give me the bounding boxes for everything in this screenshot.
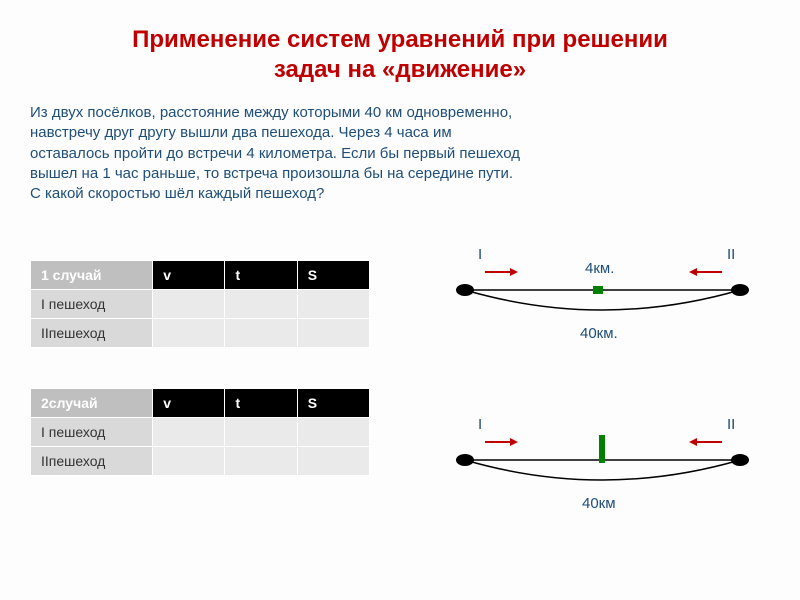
diagram-case-1: I II 4км. 40км. xyxy=(450,250,770,380)
cell xyxy=(225,418,297,447)
total-distance-label: 40км xyxy=(582,495,616,512)
table-row: I пешеход xyxy=(31,290,370,319)
table-case-1: 1 случай v t S I пешеход IIпешеход xyxy=(30,260,370,348)
label-roman-2: II xyxy=(727,246,735,263)
cell xyxy=(153,290,225,319)
cell xyxy=(225,447,297,476)
tables-container: 1 случай v t S I пешеход IIпешеход 2случ… xyxy=(30,260,390,516)
mid-distance-label: 4км. xyxy=(585,260,614,277)
point-right xyxy=(731,454,749,466)
diagram-case-2: I II 40км xyxy=(450,420,770,550)
col-t: t xyxy=(225,389,297,418)
point-left xyxy=(456,454,474,466)
mid-marker xyxy=(599,435,605,463)
table-row: IIпешеход xyxy=(31,319,370,348)
problem-l1: Из двух посёлков, расстояние между котор… xyxy=(30,104,512,121)
case2-header: 2случай xyxy=(31,389,153,418)
total-distance-label: 40км. xyxy=(580,325,618,342)
label-roman-2: II xyxy=(727,416,735,433)
mid-tick xyxy=(593,286,603,294)
label-roman-1: I xyxy=(478,246,482,263)
problem-l2: навстречу друг другу вышли два пешехода.… xyxy=(30,124,452,141)
row-label: I пешеход xyxy=(31,418,153,447)
row-label: I пешеход xyxy=(31,290,153,319)
page-title: Применение систем уравнений при решении … xyxy=(0,0,800,95)
row-label: IIпешеход xyxy=(31,447,153,476)
cell xyxy=(297,418,369,447)
diagram-2-svg xyxy=(450,420,770,530)
cell xyxy=(297,290,369,319)
cell xyxy=(153,319,225,348)
cell xyxy=(153,447,225,476)
row-label: IIпешеход xyxy=(31,319,153,348)
point-left xyxy=(456,284,474,296)
case1-header: 1 случай xyxy=(31,261,153,290)
problem-text: Из двух посёлков, расстояние между котор… xyxy=(0,95,800,214)
col-s: S xyxy=(297,261,369,290)
arrow-left-head-icon xyxy=(689,438,697,446)
label-roman-1: I xyxy=(478,416,482,433)
col-v: v xyxy=(153,389,225,418)
point-right xyxy=(731,284,749,296)
col-s: S xyxy=(297,389,369,418)
cell xyxy=(225,319,297,348)
table-row: IIпешеход xyxy=(31,447,370,476)
cell xyxy=(297,319,369,348)
title-line-1: Применение систем уравнений при решении xyxy=(132,26,668,53)
problem-l4: вышел на 1 час раньше, то встреча произо… xyxy=(30,165,513,182)
cell xyxy=(225,290,297,319)
title-line-2: задач на «движение» xyxy=(274,56,526,83)
col-t: t xyxy=(225,261,297,290)
problem-l3: оставалось пройти до встречи 4 километра… xyxy=(30,145,520,162)
problem-l5: С какой скоростью шёл каждый пешеход? xyxy=(30,185,324,202)
table-case-2: 2случай v t S I пешеход IIпешеход xyxy=(30,388,370,476)
arrow-right-head-icon xyxy=(510,438,518,446)
table-row: I пешеход xyxy=(31,418,370,447)
col-v: v xyxy=(153,261,225,290)
cell xyxy=(297,447,369,476)
arrow-right-head-icon xyxy=(510,268,518,276)
cell xyxy=(153,418,225,447)
arrow-left-head-icon xyxy=(689,268,697,276)
